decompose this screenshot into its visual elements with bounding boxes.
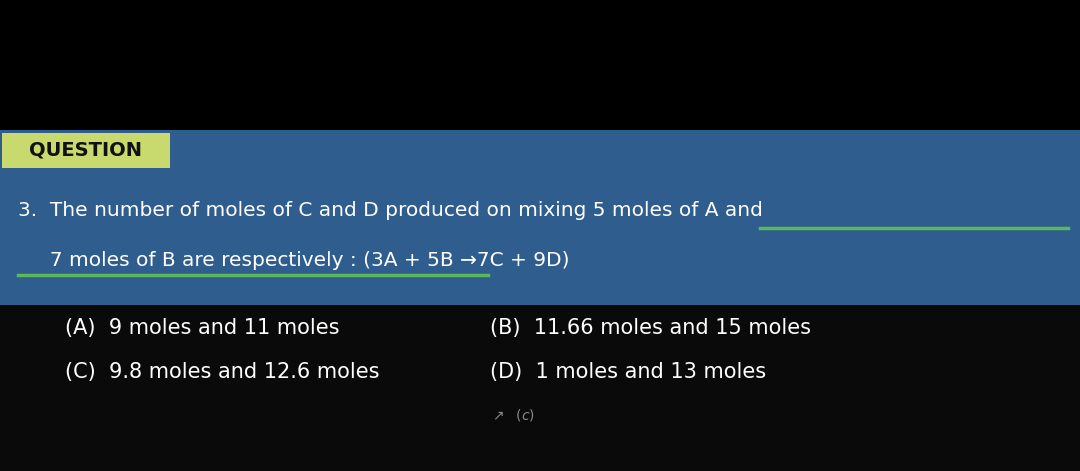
Text: 3.  The number of moles of C and D produced on mixing 5 moles of A and: 3. The number of moles of C and D produc…: [18, 201, 762, 219]
Text: (A)  9 moles and 11 moles: (A) 9 moles and 11 moles: [65, 318, 339, 338]
Text: $\nearrow$  $(c)$: $\nearrow$ $(c)$: [490, 407, 535, 423]
FancyBboxPatch shape: [0, 130, 1080, 305]
FancyBboxPatch shape: [210, 338, 1080, 376]
FancyBboxPatch shape: [2, 133, 170, 168]
Text: QUESTION: QUESTION: [29, 140, 143, 160]
Text: (C)  9.8 moles and 12.6 moles: (C) 9.8 moles and 12.6 moles: [65, 362, 379, 382]
FancyBboxPatch shape: [0, 305, 1080, 471]
Text: (B)  11.66 moles and 15 moles: (B) 11.66 moles and 15 moles: [490, 318, 811, 338]
Text: 7 moles of B are respectively : (3A + 5B →7C + 9D): 7 moles of B are respectively : (3A + 5B…: [18, 251, 569, 269]
Text: (D)  1 moles and 13 moles: (D) 1 moles and 13 moles: [490, 362, 766, 382]
